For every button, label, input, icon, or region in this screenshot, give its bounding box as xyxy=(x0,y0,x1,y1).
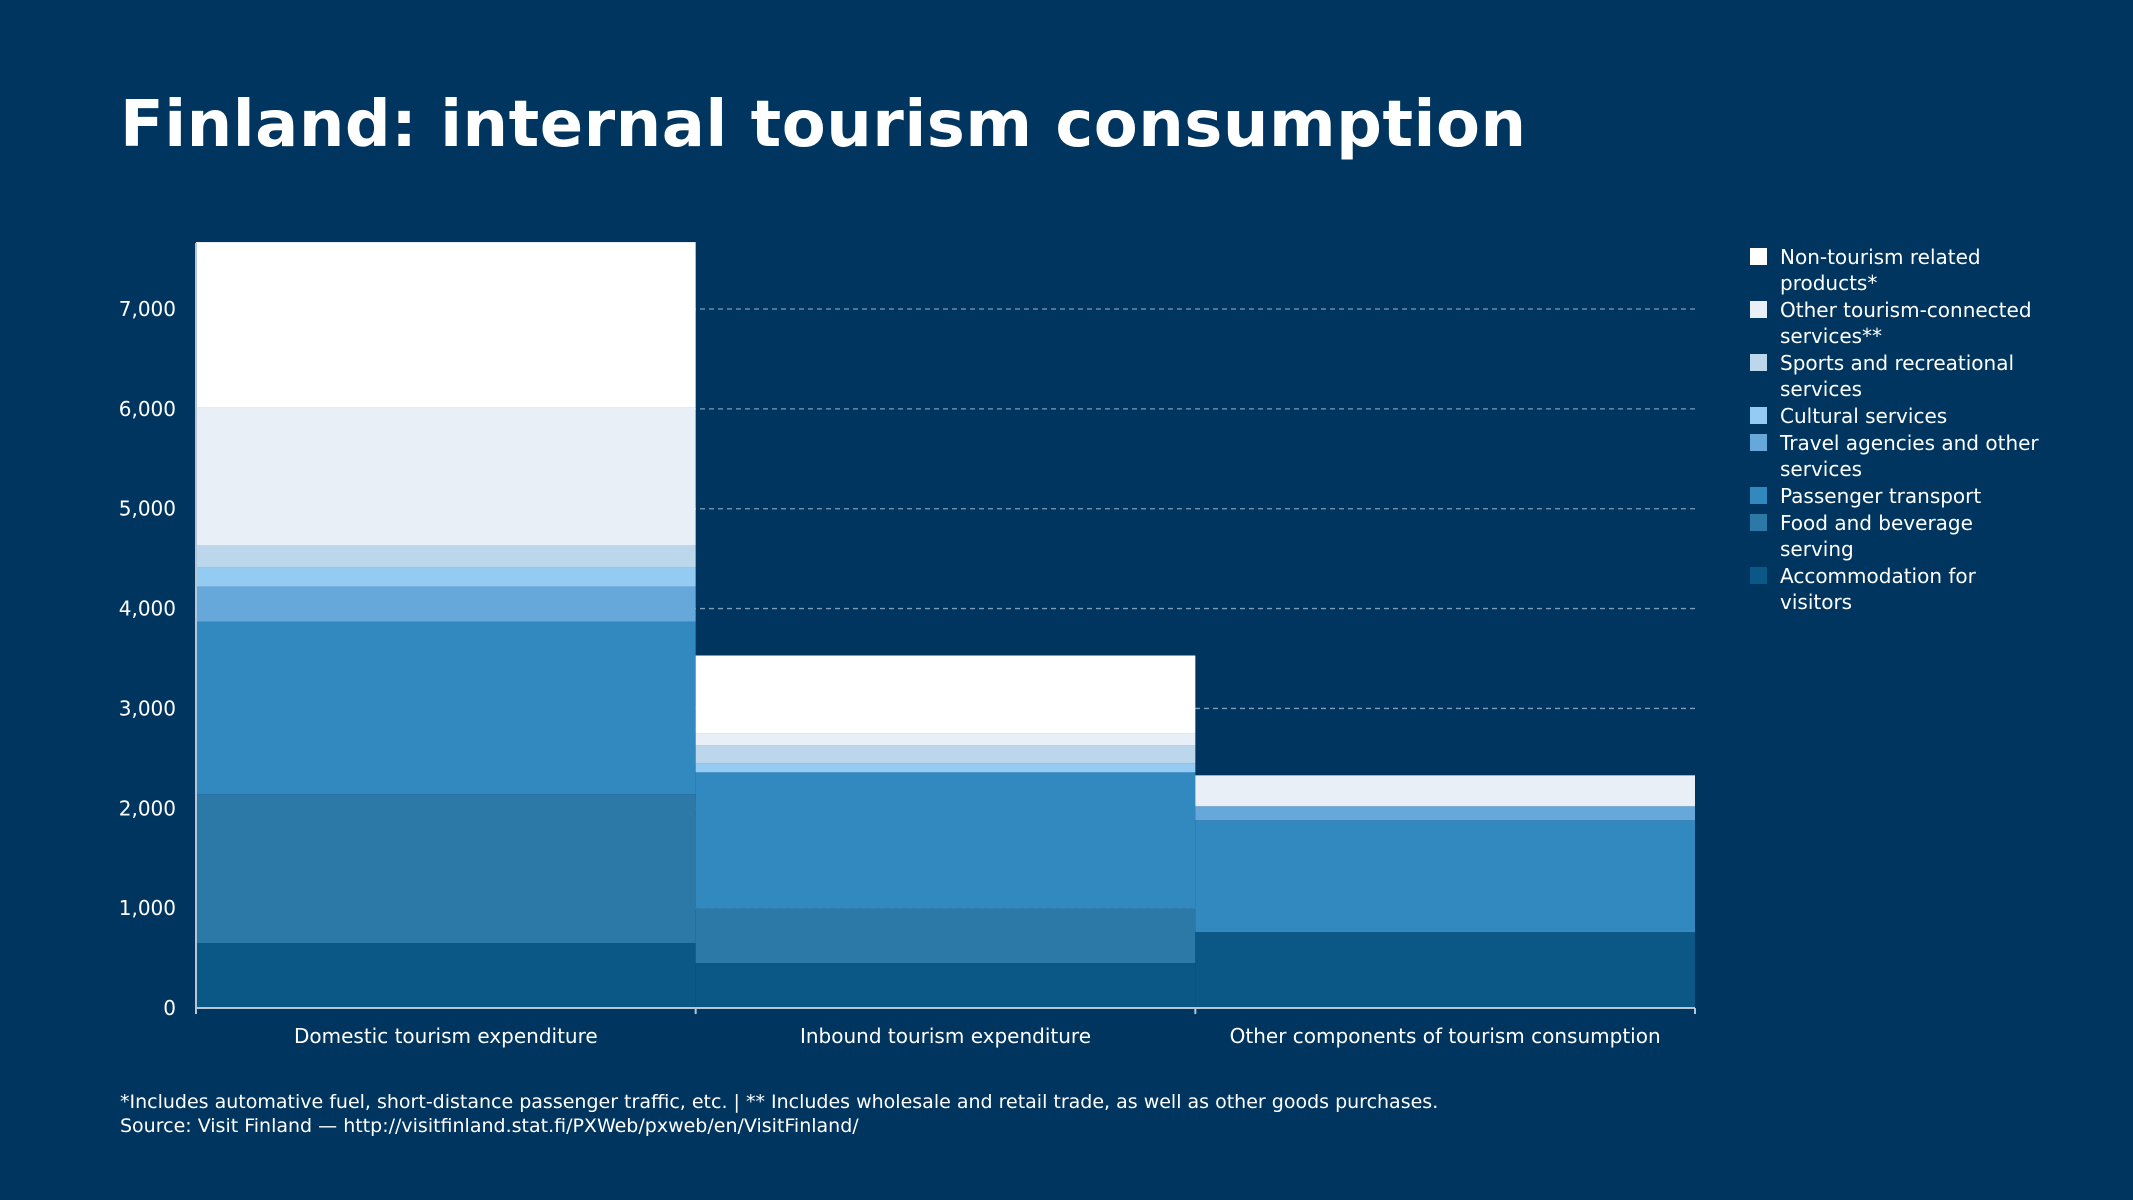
notes: *Includes automative fuel, short-distanc… xyxy=(120,1090,1438,1138)
bar-segment-passenger-transport xyxy=(196,621,696,795)
bar-segment-non-tourism-related-products xyxy=(196,242,696,408)
y-tick-label: 2,000 xyxy=(119,796,176,820)
legend-swatch xyxy=(1750,567,1767,584)
y-tick-label: 0 xyxy=(163,996,176,1020)
legend-label: Cultural services xyxy=(1780,404,1948,428)
bar-segment-food-and-beverage-serving xyxy=(196,794,696,944)
legend-swatch xyxy=(1750,487,1767,504)
y-tick-label: 1,000 xyxy=(119,896,176,920)
y-tick-label: 3,000 xyxy=(119,696,176,720)
legend-swatch xyxy=(1750,514,1767,531)
bar-segment-food-and-beverage-serving xyxy=(695,908,1196,964)
y-tick-label: 5,000 xyxy=(119,497,176,521)
bar-segment-cultural-services xyxy=(196,567,696,587)
x-tick-label: Inbound tourism expenditure xyxy=(800,1024,1091,1048)
legend-item: Accommodation for visitors xyxy=(1750,563,2050,615)
legend-item: Other tourism-connected services** xyxy=(1750,297,2050,349)
legend-label: Travel agencies and other services xyxy=(1780,431,2039,481)
legend-item: Food and beverage serving xyxy=(1750,510,2050,562)
bar-segment-accommodation-for-visitors xyxy=(196,943,696,1008)
bar-segment-travel-agencies-and-other-services xyxy=(1195,806,1695,821)
legend-label: Food and beverage serving xyxy=(1780,511,1973,561)
y-tick-label: 6,000 xyxy=(119,397,176,421)
bar-segment-non-tourism-related-products xyxy=(695,655,1196,734)
bar-segment-accommodation-for-visitors xyxy=(1195,932,1695,1008)
source: Source: Visit Finland — http://visitfinl… xyxy=(120,1115,859,1137)
legend-label: Other tourism-connected services** xyxy=(1780,298,2032,348)
legend-swatch xyxy=(1750,434,1767,451)
legend-item: Non-tourism related products* xyxy=(1750,244,2050,296)
bar-segment-sports-and-recreational-services xyxy=(196,545,696,568)
legend-swatch xyxy=(1750,301,1767,318)
bar-segment-sports-and-recreational-services xyxy=(695,745,1196,764)
legend-item: Passenger transport xyxy=(1750,483,2050,509)
x-tick-label: Other components of tourism consumption xyxy=(1230,1024,1661,1048)
footnote: *Includes automative fuel, short-distanc… xyxy=(120,1091,1439,1113)
chart-title: Finland: internal tourism consumption xyxy=(120,88,1527,162)
legend-item: Travel agencies and other services xyxy=(1750,430,2050,482)
y-tick-label: 4,000 xyxy=(119,597,176,621)
legend-swatch xyxy=(1750,407,1767,424)
legend-label: Non-tourism related products* xyxy=(1780,245,1981,295)
y-tick-label: 7,000 xyxy=(119,297,176,321)
bar-segment-passenger-transport xyxy=(1195,820,1695,933)
legend-swatch xyxy=(1750,248,1767,265)
bar-segment-other-tourism-connected-services xyxy=(196,407,696,546)
x-tick-label: Domestic tourism expenditure xyxy=(294,1024,598,1048)
bar-segment-accommodation-for-visitors xyxy=(695,963,1196,1008)
legend-swatch xyxy=(1750,354,1767,371)
stacked-bar-chart: 0 1,000 2,000 3,000 4,000 5,000 6,000 7,000 Dome… xyxy=(119,242,1696,1048)
legend-item: Sports and recreational services xyxy=(1750,350,2050,402)
legend-label: Passenger transport xyxy=(1780,484,1982,508)
bar-segment-other-tourism-connected-services xyxy=(1195,775,1695,807)
legend-label: Accommodation for visitors xyxy=(1780,564,1976,614)
bar-segment-cultural-services xyxy=(695,763,1196,773)
bar-segment-travel-agencies-and-other-services xyxy=(196,586,696,622)
legend-label: Sports and recreational services xyxy=(1780,351,2015,401)
legend-item: Cultural services xyxy=(1750,403,2050,429)
bar-segment-other-tourism-connected-services xyxy=(695,733,1196,746)
bar-segment-passenger-transport xyxy=(695,772,1196,909)
legend: Non-tourism related products* Other touri… xyxy=(1750,244,2050,616)
